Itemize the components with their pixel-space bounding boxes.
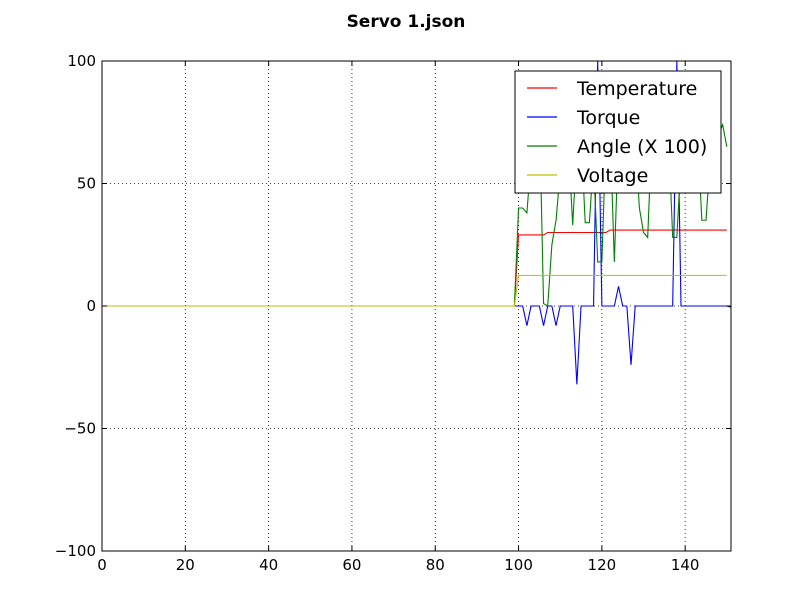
axis-ticks: 0 20 40 60 80 100 120 140 −100 −50 0 50 100 xyxy=(55,52,731,574)
x-tick-label: 60 xyxy=(342,556,361,574)
legend-label-voltage: Voltage xyxy=(577,165,648,187)
y-tick-label: −100 xyxy=(55,542,96,560)
series-line-voltage xyxy=(102,274,727,307)
y-tick-label: −50 xyxy=(64,420,96,438)
series-line-temperature xyxy=(102,229,727,307)
x-tick-label: 120 xyxy=(588,556,617,574)
y-tick-label: 50 xyxy=(77,175,96,193)
legend: Temperature Torque Angle (X 100) Voltage xyxy=(514,70,722,194)
legend-label-temperature: Temperature xyxy=(576,78,697,100)
x-tick-label: 100 xyxy=(504,556,533,574)
y-tick-label: 100 xyxy=(67,52,96,70)
legend-label-torque: Torque xyxy=(576,107,640,129)
x-tick-label: 20 xyxy=(176,556,195,574)
x-tick-label: 40 xyxy=(259,556,278,574)
x-tick-label: 140 xyxy=(671,556,700,574)
x-tick-label: 80 xyxy=(426,556,445,574)
x-tick-label: 0 xyxy=(97,556,107,574)
legend-label-angle-x-100: Angle (X 100) xyxy=(577,136,707,158)
series-line-torque xyxy=(102,61,731,385)
legend-box xyxy=(514,70,722,194)
chart-title: Servo 1.json xyxy=(347,12,466,32)
y-tick-label: 0 xyxy=(86,297,96,315)
